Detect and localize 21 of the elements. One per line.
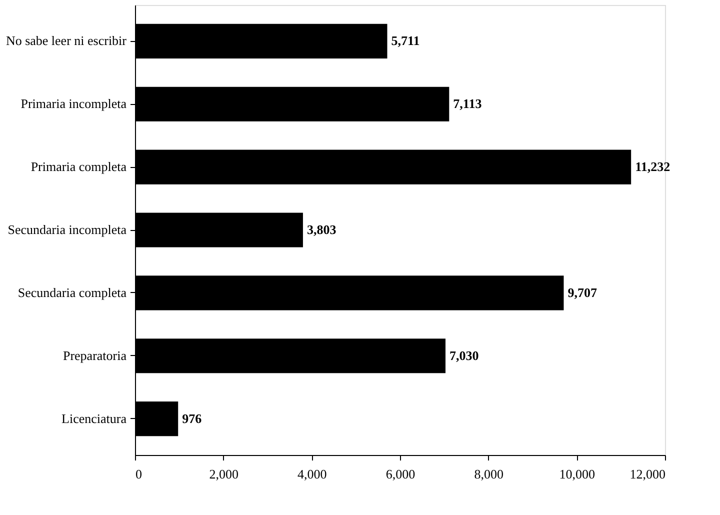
data-label: 11,232: [635, 159, 670, 174]
y-tick-label: Licenciatura: [62, 410, 127, 426]
y-tick-label: Primaria incompleta: [20, 96, 127, 112]
data-label: 3,803: [306, 222, 337, 237]
x-tick-label: 10,000: [559, 466, 596, 482]
data-label: 5,711: [391, 33, 420, 48]
y-tick-label: Secundaria incompleta: [8, 222, 127, 237]
y-tick-label: Preparatoria: [62, 348, 127, 363]
y-tick-label: Secundaria completa: [18, 284, 127, 300]
data-label: 976: [182, 410, 202, 426]
x-tick-label: 12,000: [630, 466, 666, 482]
y-tick-label: Primaria completa: [30, 159, 127, 174]
y-tick-label: No sabe leer ni escribir: [6, 33, 128, 48]
x-tick-label: 2,000: [209, 466, 238, 482]
x-tick-label: 0: [136, 466, 142, 482]
x-tick-label: 6,000: [386, 466, 416, 482]
data-label: 9,707: [568, 284, 598, 300]
x-tick-label: 4,000: [298, 466, 327, 482]
data-label: 7,030: [449, 348, 479, 363]
x-tick-label: 8,000: [474, 466, 504, 482]
data-label: 7,113: [453, 96, 482, 112]
